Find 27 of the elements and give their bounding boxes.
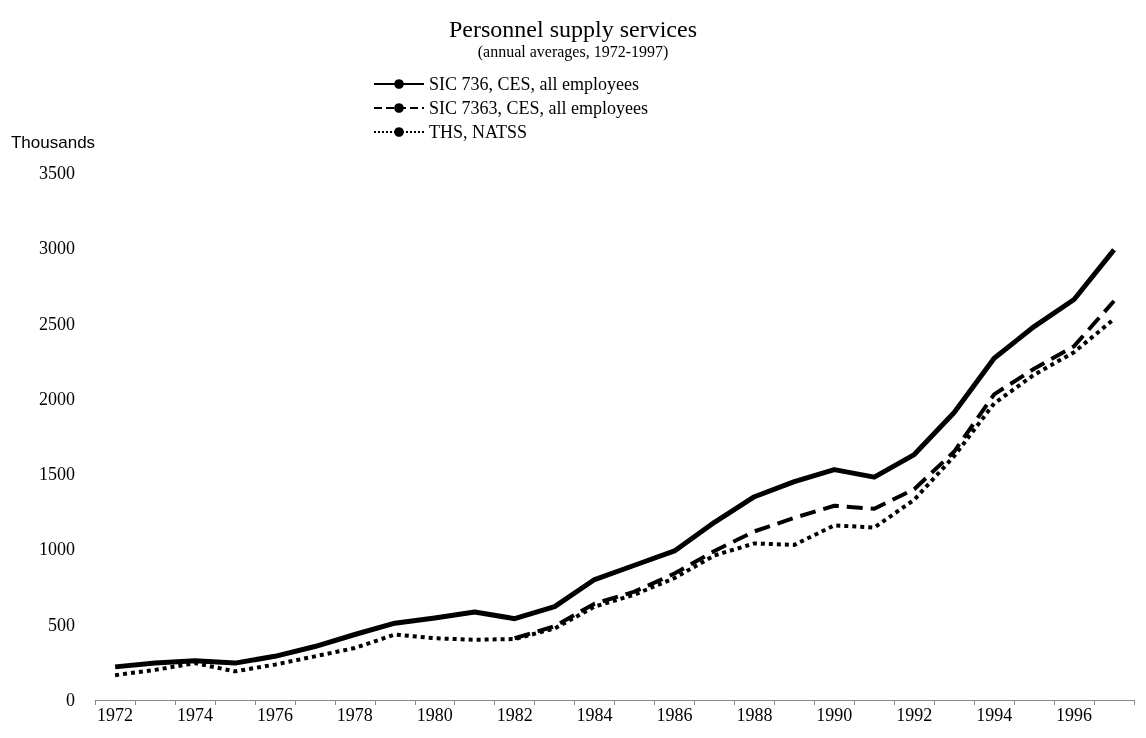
chart-title: Personnel supply services [449,16,697,42]
x-tick-label: 1974 [177,705,213,725]
y-tick-label: 1500 [39,464,76,485]
x-tick-label: 1980 [416,705,453,725]
x-tick-label: 1990 [816,705,853,725]
x-tick-label: 1994 [976,705,1013,725]
x-tick-label: 1978 [336,705,373,725]
y-axis-title: Thousands [10,133,96,152]
x-tick-label: 1982 [496,705,533,725]
x-tick-label: 1992 [896,705,933,725]
legend-label: THS, NATSS [429,122,528,142]
x-tick-label: 1972 [97,705,134,725]
y-tick-label: 500 [48,614,76,635]
y-tick-label: 3000 [39,238,76,259]
legend-label: SIC 736, CES, all employees [429,74,639,94]
y-tick-label: 3500 [39,163,76,183]
y-tick-label: 2500 [39,313,76,334]
legend-label: SIC 7363, CES, all employees [429,98,648,118]
y-tick-label: 1000 [39,539,76,560]
chart-subtitle: (annual averages, 1972-1997) [477,42,669,61]
x-tick-label: 1988 [736,705,773,725]
x-tick-label: 1996 [1056,705,1093,725]
x-tick-label: 1976 [256,705,293,725]
x-tick-label: 1984 [576,705,613,725]
x-tick-label: 1986 [656,705,693,725]
y-tick-label: 2000 [39,388,76,409]
y-tick-label: 0 [66,690,76,710]
